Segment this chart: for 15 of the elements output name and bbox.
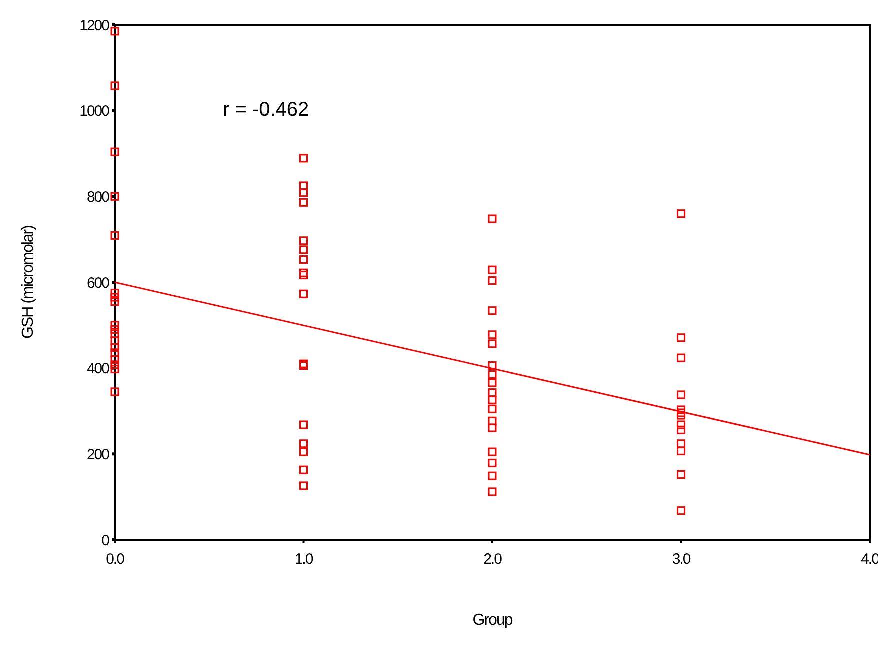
y-tick-label: 400 — [86, 360, 110, 378]
x-axis-title: Group — [472, 612, 514, 629]
x-tick-label: 0.0 — [106, 551, 125, 568]
x-tick-label: 3.0 — [672, 551, 691, 568]
x-tick-label: 1.0 — [294, 551, 314, 568]
y-tick-label: 0 — [102, 532, 110, 550]
y-tick-label: 200 — [86, 446, 110, 464]
y-tick-label: 1200 — [80, 17, 110, 34]
x-tick-label: 2.0 — [484, 551, 502, 568]
y-tick-label: 600 — [86, 274, 110, 292]
x-tick-label: 4.0 — [861, 551, 878, 568]
y-axis-title: GSH (micromolar) — [20, 225, 37, 339]
y-tick-label: 800 — [86, 188, 110, 206]
y-tick-label: 1000 — [80, 103, 110, 120]
annotation: r = -0.462 — [223, 99, 310, 121]
